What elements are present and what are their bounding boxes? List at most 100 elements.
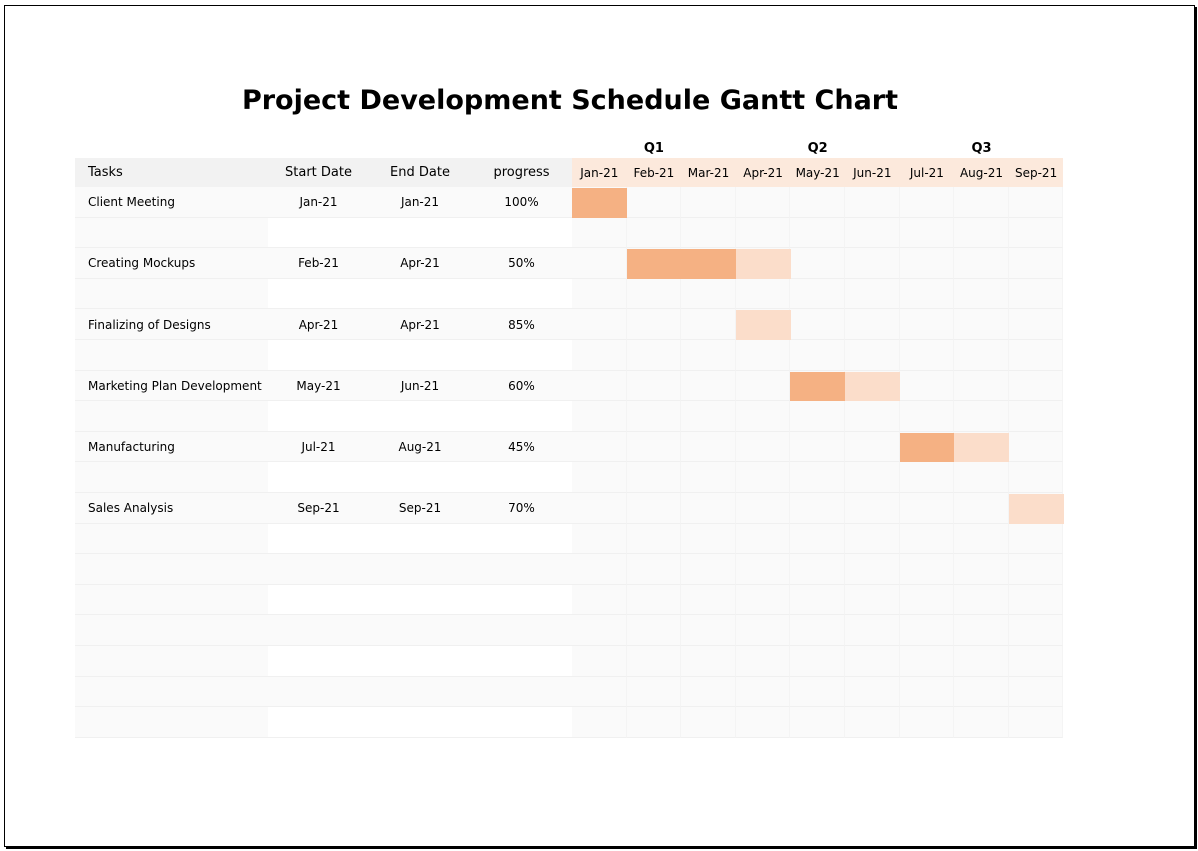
grid-cell [954, 248, 1009, 279]
grid-cell [268, 615, 369, 646]
end-date: Apr-21 [400, 317, 440, 332]
grid-cell [268, 646, 369, 677]
grid-cell [681, 462, 736, 493]
grid-cell [369, 248, 471, 279]
start-date: May-21 [296, 378, 341, 393]
gantt-bar-remaining [735, 249, 791, 279]
grid-cell [899, 584, 955, 616]
grid-cell [681, 278, 736, 310]
grid-cell [1008, 584, 1064, 616]
grid-cell [1008, 676, 1064, 708]
month-header: May-21 [790, 158, 845, 187]
grid-cell [626, 584, 682, 616]
month-header: Mar-21 [681, 158, 736, 187]
grid-cell [790, 340, 845, 371]
grid-cell [626, 309, 682, 340]
grid-cell [845, 187, 900, 218]
grid-cell [790, 554, 845, 585]
grid-cell [735, 523, 791, 555]
grid-cell [369, 278, 471, 310]
grid-cell [471, 401, 572, 432]
grid-cell [268, 217, 369, 249]
grid-cell [845, 493, 900, 524]
grid-cell [899, 278, 955, 310]
grid-cell [735, 340, 791, 371]
header-start: Start Date [268, 158, 369, 187]
grid-cell [735, 278, 791, 310]
grid-cell [626, 370, 682, 402]
grid-cell [899, 554, 955, 585]
quarter-label: Q1 [643, 141, 664, 156]
grid-cell [954, 187, 1009, 218]
grid-cell [369, 401, 471, 432]
grid-cell [369, 493, 471, 524]
grid-cell [681, 554, 736, 585]
start-date: Feb-21 [298, 256, 339, 271]
grid-cell [681, 370, 736, 402]
grid-cell [626, 217, 682, 249]
grid-cell [790, 187, 845, 218]
grid-cell [75, 187, 268, 218]
grid-cell [1008, 248, 1064, 279]
grid-cell [572, 217, 627, 249]
task-name: Client Meeting [88, 195, 175, 210]
grid-cell [75, 401, 268, 432]
grid-cell [899, 523, 955, 555]
grid-cell [75, 493, 268, 524]
grid-cell [790, 584, 845, 616]
start-date: Sep-21 [297, 501, 340, 516]
grid-cell [572, 370, 627, 402]
grid-cell [899, 370, 955, 402]
grid-cell [268, 676, 369, 708]
gantt-bar-done [572, 188, 628, 218]
grid-cell [268, 278, 369, 310]
grid-cell [75, 554, 268, 585]
grid-cell [75, 707, 268, 738]
grid-cell [899, 615, 955, 646]
grid-cell [735, 217, 791, 249]
grid-cell [899, 248, 955, 279]
grid-cell [369, 462, 471, 493]
grid-cell [735, 370, 791, 402]
end-date: Jun-21 [400, 378, 440, 393]
grid-cell [735, 676, 791, 708]
grid-cell [954, 676, 1009, 708]
gantt-bar-done [681, 249, 737, 279]
grid-cell [899, 646, 955, 677]
grid-cell [681, 309, 736, 340]
grid-cell [75, 584, 268, 616]
grid-cell [1008, 554, 1064, 585]
grid-cell [471, 187, 572, 218]
grid-cell [1008, 401, 1064, 432]
grid-cell [572, 646, 627, 677]
grid-cell [954, 278, 1009, 310]
grid-cell [626, 340, 682, 371]
grid-cell [1008, 646, 1064, 677]
grid-cell [681, 431, 736, 463]
grid-cell [471, 278, 572, 310]
grid-cell [735, 493, 791, 524]
grid-cell [1008, 523, 1064, 555]
header-end: End Date [369, 158, 471, 187]
grid-cell [790, 462, 845, 493]
grid-cell [845, 309, 900, 340]
grid-cell [471, 646, 572, 677]
grid-cell [1008, 707, 1064, 738]
start-date: Jan-21 [299, 195, 338, 210]
grid-cell [681, 615, 736, 646]
grid-cell [954, 554, 1009, 585]
grid-cell [268, 493, 369, 524]
grid-cell [954, 401, 1009, 432]
grid-cell [954, 707, 1009, 738]
grid-cell [845, 462, 900, 493]
grid-cell [681, 646, 736, 677]
grid-cell [471, 217, 572, 249]
task-name: Manufacturing [88, 440, 175, 455]
grid-cell [268, 370, 369, 402]
grid-cell [790, 217, 845, 249]
gantt-bar-done [899, 432, 955, 463]
start-date: Jul-21 [301, 440, 336, 455]
grid-cell [899, 187, 955, 218]
gantt-bar-remaining [954, 432, 1010, 463]
grid-cell [268, 462, 369, 493]
